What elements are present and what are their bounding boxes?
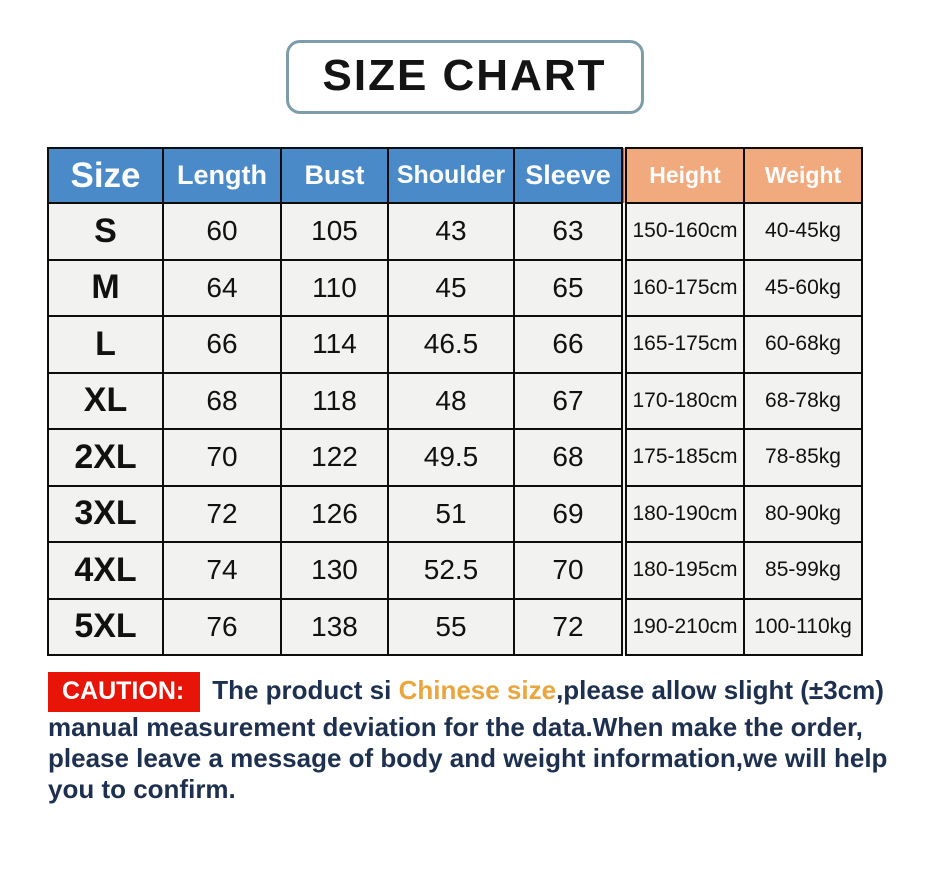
table-row: 4XL 74 130 52.5 70 180-195cm 85-99kg (47, 541, 863, 600)
cell-weight: 68-78kg (743, 371, 863, 430)
cell-weight: 100-110kg (743, 597, 863, 656)
caution-note: CAUTION: The product si Chinese size,plea… (48, 672, 889, 806)
header-shoulder: Shoulder (387, 147, 515, 204)
cell-length: 70 (162, 428, 282, 487)
cell-length: 76 (162, 597, 282, 656)
header-sleeve: Sleeve (513, 147, 625, 204)
cell-length: 68 (162, 371, 282, 430)
size-table-header: Size Length Bust Shoulder Sleeve Height … (47, 147, 863, 204)
caution-text-before: The product si (212, 675, 399, 705)
cell-length: 60 (162, 202, 282, 261)
cell-height: 170-180cm (621, 371, 745, 430)
cell-bust: 110 (280, 258, 389, 317)
cell-length: 74 (162, 541, 282, 600)
cell-shoulder: 49.5 (387, 428, 515, 487)
table-row: L 66 114 46.5 66 165-175cm 60-68kg (47, 315, 863, 374)
header-size: Size (47, 147, 164, 204)
cell-shoulder: 55 (387, 597, 515, 656)
cell-bust: 114 (280, 315, 389, 374)
cell-size: L (47, 315, 164, 374)
cell-sleeve: 69 (513, 484, 625, 543)
cell-weight: 80-90kg (743, 484, 863, 543)
cell-bust: 122 (280, 428, 389, 487)
cell-sleeve: 72 (513, 597, 625, 656)
cell-sleeve: 63 (513, 202, 625, 261)
cell-bust: 126 (280, 484, 389, 543)
cell-shoulder: 51 (387, 484, 515, 543)
title-section: SIZE CHART (0, 0, 929, 114)
table-row: XL 68 118 48 67 170-180cm 68-78kg (47, 371, 863, 430)
cell-height: 150-160cm (621, 202, 745, 261)
cell-height: 190-210cm (621, 597, 745, 656)
cell-bust: 105 (280, 202, 389, 261)
header-row: Size Length Bust Shoulder Sleeve Height … (47, 147, 863, 204)
cell-size: M (47, 258, 164, 317)
cell-shoulder: 52.5 (387, 541, 515, 600)
caution-highlight: Chinese size (398, 675, 557, 705)
cell-shoulder: 43 (387, 202, 515, 261)
cell-size: S (47, 202, 164, 261)
cell-size: XL (47, 371, 164, 430)
page-title: SIZE CHART (322, 51, 607, 100)
header-height: Height (621, 147, 745, 204)
size-table-body: S 60 105 43 63 150-160cm 40-45kg M 64 110 45 65 160-… (47, 202, 863, 656)
cell-bust: 130 (280, 541, 389, 600)
size-chart-table: Size Length Bust Shoulder Sleeve Height … (47, 147, 863, 656)
cell-size: 2XL (47, 428, 164, 487)
cell-weight: 60-68kg (743, 315, 863, 374)
cell-sleeve: 65 (513, 258, 625, 317)
cell-shoulder: 48 (387, 371, 515, 430)
table-row: 3XL 72 126 51 69 180-190cm 80-90kg (47, 484, 863, 543)
cell-size: 4XL (47, 541, 164, 600)
header-length: Length (162, 147, 282, 204)
cell-length: 66 (162, 315, 282, 374)
cell-shoulder: 45 (387, 258, 515, 317)
cell-sleeve: 70 (513, 541, 625, 600)
table-row: 2XL 70 122 49.5 68 175-185cm 78-85kg (47, 428, 863, 487)
cell-size: 3XL (47, 484, 164, 543)
cell-length: 64 (162, 258, 282, 317)
cell-sleeve: 66 (513, 315, 625, 374)
cell-height: 160-175cm (621, 258, 745, 317)
header-weight: Weight (743, 147, 863, 204)
cell-weight: 45-60kg (743, 258, 863, 317)
cell-size: 5XL (47, 597, 164, 656)
cell-height: 165-175cm (621, 315, 745, 374)
caution-text-after: ,please allow slight (±3cm) manual measu… (48, 675, 888, 805)
table-row: M 64 110 45 65 160-175cm 45-60kg (47, 258, 863, 317)
cell-weight: 85-99kg (743, 541, 863, 600)
table-row: S 60 105 43 63 150-160cm 40-45kg (47, 202, 863, 261)
cell-weight: 40-45kg (743, 202, 863, 261)
header-bust: Bust (280, 147, 389, 204)
cell-bust: 138 (280, 597, 389, 656)
cell-length: 72 (162, 484, 282, 543)
cell-sleeve: 67 (513, 371, 625, 430)
title-box: SIZE CHART (285, 40, 644, 114)
cell-weight: 78-85kg (743, 428, 863, 487)
cell-height: 175-185cm (621, 428, 745, 487)
table-row: 5XL 76 138 55 72 190-210cm 100-110kg (47, 597, 863, 656)
cell-height: 180-190cm (621, 484, 745, 543)
caution-badge: CAUTION: (48, 672, 201, 712)
cell-bust: 118 (280, 371, 389, 430)
cell-height: 180-195cm (621, 541, 745, 600)
cell-sleeve: 68 (513, 428, 625, 487)
cell-shoulder: 46.5 (387, 315, 515, 374)
